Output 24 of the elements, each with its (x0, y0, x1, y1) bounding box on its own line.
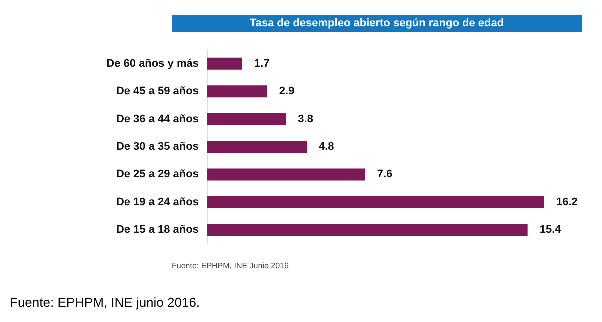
y-tick-label: De 15 a 18 años (116, 224, 199, 236)
bar (207, 58, 242, 70)
y-tick-label: De 60 años y más (106, 58, 199, 70)
bar (207, 113, 286, 126)
y-tick-label: De 45 a 59 años (116, 86, 199, 98)
y-tick-label: De 25 a 29 años (116, 168, 199, 181)
bar (207, 86, 268, 98)
chart-title: Tasa de desempleo abierto según rango de edad (250, 18, 504, 30)
data-label: 2.9 (279, 86, 295, 98)
y-tick-label: De 30 a 35 años (116, 141, 199, 153)
bar (207, 168, 366, 181)
source-note: Fuente: EPHPM, INE junio 2016. (10, 295, 200, 310)
data-label: 7.6 (377, 168, 393, 181)
data-label: 3.8 (298, 113, 314, 126)
bar (207, 224, 528, 236)
data-label: 15.4 (540, 224, 562, 236)
data-label: 16.2 (556, 196, 578, 208)
y-tick-label: De 19 a 24 años (116, 196, 199, 208)
source-note: Fuente: EPHPM, INE Junio 2016 (172, 262, 290, 270)
y-tick-label: De 36 a 44 años (116, 113, 199, 126)
data-label: 4.8 (319, 141, 334, 153)
bar (207, 196, 544, 208)
bar (207, 141, 307, 153)
data-label: 1.7 (254, 58, 270, 70)
